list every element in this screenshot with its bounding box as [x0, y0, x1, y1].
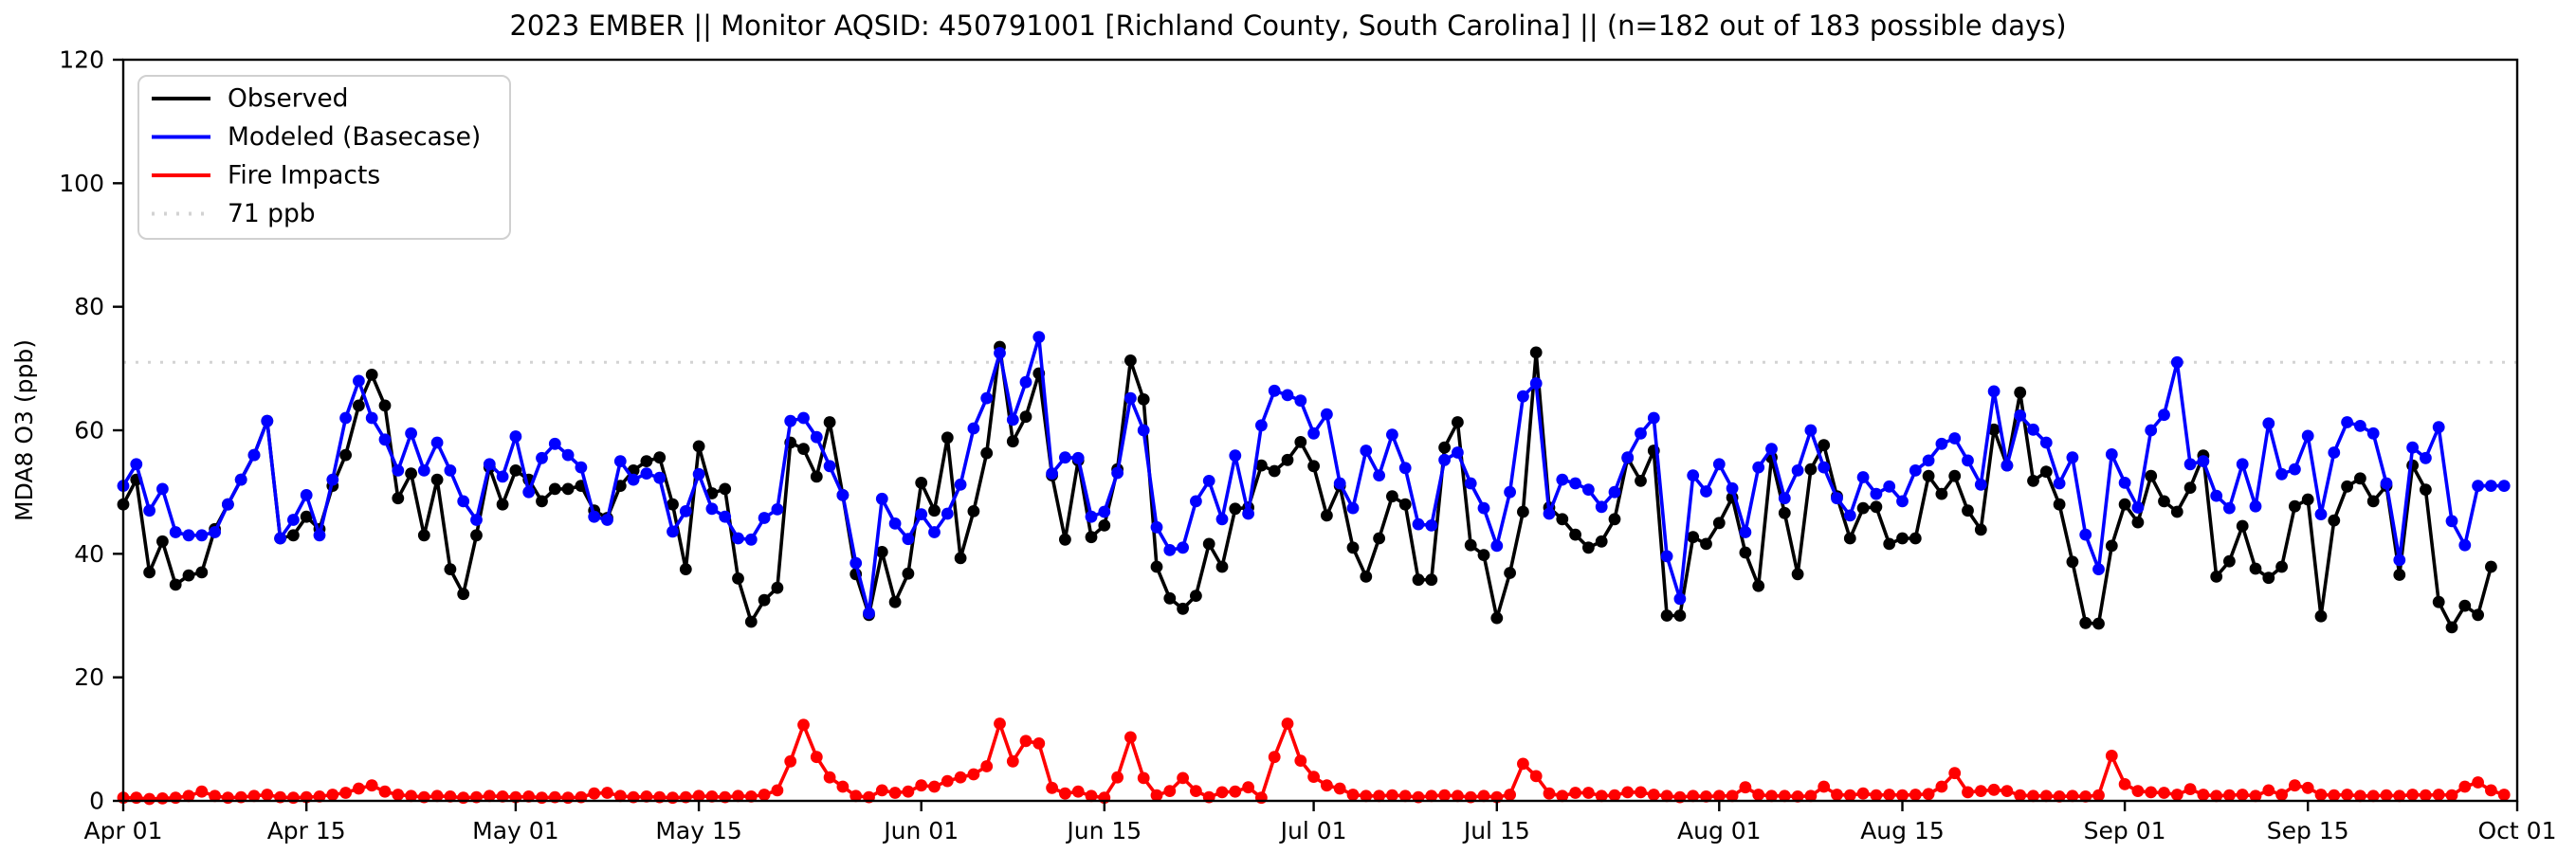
y-axis-ticks: 0 20 40 60 80 100 120 [59, 46, 123, 815]
svg-text:Aug 15: Aug 15 [1860, 817, 1945, 844]
svg-text:Jul 15: Jul 15 [1462, 817, 1530, 844]
chart-title: 2023 EMBER || Monitor AQSID: 450791001 [… [509, 9, 2067, 42]
series-observed-line [121, 345, 2494, 629]
svg-text:80: 80 [74, 293, 104, 320]
svg-text:Sep 01: Sep 01 [2084, 817, 2166, 844]
svg-text:Jul 01: Jul 01 [1279, 817, 1347, 844]
legend-label-fire-impacts: Fire Impacts [228, 161, 380, 191]
legend-box [137, 75, 511, 240]
legend-label-observed: Observed [228, 84, 349, 114]
svg-text:Apr 15: Apr 15 [267, 817, 346, 844]
svg-text:May 15: May 15 [655, 817, 741, 844]
series-fire-impacts-markers [117, 717, 2511, 806]
svg-text:20: 20 [74, 663, 104, 691]
svg-text:60: 60 [74, 417, 104, 445]
legend-label-71-ppb: 71 ppb [228, 199, 316, 228]
y-axis-label: MDA8 O3 (ppb) [10, 339, 38, 521]
x-axis-ticks: Apr 01 Apr 15 May 01 May 15 Jun 01 Jun 15 Jul … [83, 801, 2556, 844]
svg-text:Sep 15: Sep 15 [2267, 817, 2349, 844]
svg-text:40: 40 [74, 540, 104, 568]
svg-text:Oct 01: Oct 01 [2478, 817, 2557, 844]
svg-text:Aug 01: Aug 01 [1677, 817, 1762, 844]
svg-text:Jun 01: Jun 01 [882, 817, 959, 844]
legend: Observed Modeled (Basecase) Fire Impacts 71… [137, 75, 511, 240]
svg-text:120: 120 [59, 46, 104, 74]
svg-text:May 01: May 01 [472, 817, 558, 844]
series-modeled-basecase-markers [117, 331, 2511, 620]
svg-text:100: 100 [59, 170, 104, 197]
legend-label-modeled-basecase: Modeled (Basecase) [228, 122, 481, 152]
svg-text:Jun 15: Jun 15 [1065, 817, 1142, 844]
svg-text:Apr 01: Apr 01 [83, 817, 162, 844]
svg-text:0: 0 [89, 788, 104, 815]
